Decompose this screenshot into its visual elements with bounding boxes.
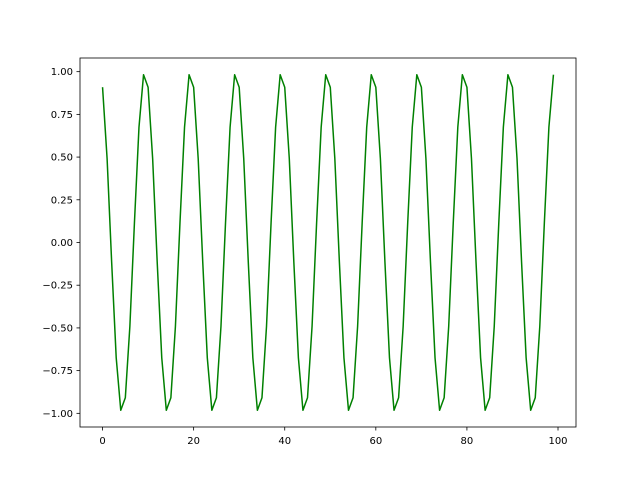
x-tick-label: 80 (461, 436, 474, 447)
series-line (101, 73, 555, 412)
x-tick-label: 40 (278, 436, 291, 447)
x-tick-label: 0 (99, 436, 105, 447)
y-tick-label: −0.75 (42, 366, 73, 377)
x-tick-label: 100 (548, 436, 567, 447)
y-tick-label: −0.50 (42, 323, 73, 334)
y-tick-label: 0.75 (51, 110, 73, 121)
x-tick-label: 20 (187, 436, 200, 447)
x-tick-label: 60 (369, 436, 382, 447)
y-tick-label: 0.00 (51, 238, 73, 249)
y-tick-label: 0.50 (51, 153, 73, 164)
y-tick-label: 1.00 (51, 67, 73, 78)
y-tick-label: −0.25 (42, 281, 73, 292)
y-tick-label: −1.00 (42, 409, 73, 420)
axes-frame (79, 57, 577, 428)
y-tick-label: 0.25 (51, 195, 73, 206)
